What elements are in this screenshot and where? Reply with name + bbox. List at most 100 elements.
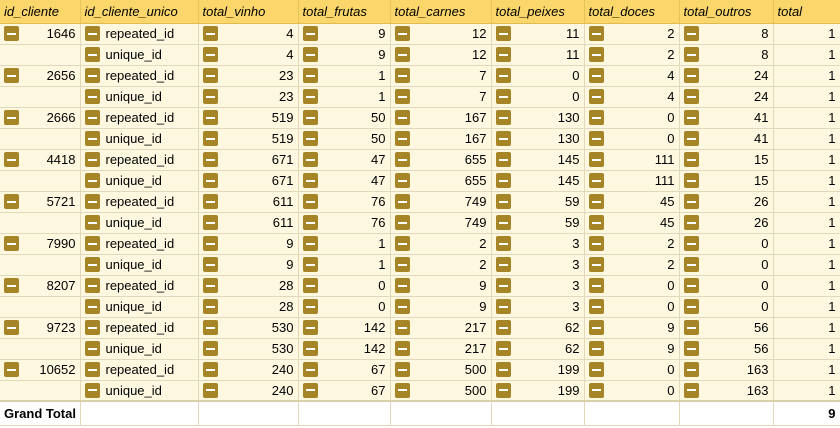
collapse-minus-icon[interactable] bbox=[4, 152, 19, 167]
collapse-minus-icon[interactable] bbox=[588, 173, 604, 188]
collapse-minus-icon[interactable] bbox=[4, 110, 19, 125]
collapse-minus-icon[interactable] bbox=[202, 257, 218, 272]
collapse-minus-icon[interactable] bbox=[394, 257, 410, 272]
collapse-minus-icon[interactable] bbox=[588, 236, 604, 251]
column-header-id-cliente[interactable]: id_cliente bbox=[0, 0, 81, 24]
collapse-minus-icon[interactable] bbox=[394, 215, 410, 230]
collapse-minus-icon[interactable] bbox=[394, 382, 410, 398]
collapse-minus-icon[interactable] bbox=[84, 362, 100, 377]
column-header-total[interactable]: total bbox=[773, 0, 840, 24]
collapse-minus-icon[interactable] bbox=[202, 320, 218, 335]
collapse-minus-icon[interactable] bbox=[202, 362, 218, 377]
collapse-minus-icon[interactable] bbox=[588, 131, 604, 146]
collapse-minus-icon[interactable] bbox=[84, 320, 100, 335]
collapse-minus-icon[interactable] bbox=[4, 194, 19, 209]
collapse-minus-icon[interactable] bbox=[495, 89, 511, 104]
collapse-minus-icon[interactable] bbox=[683, 152, 699, 167]
collapse-minus-icon[interactable] bbox=[202, 299, 218, 314]
collapse-minus-icon[interactable] bbox=[84, 110, 100, 125]
collapse-minus-icon[interactable] bbox=[495, 215, 511, 230]
collapse-minus-icon[interactable] bbox=[202, 131, 218, 146]
collapse-minus-icon[interactable] bbox=[4, 68, 19, 83]
collapse-minus-icon[interactable] bbox=[495, 173, 511, 188]
collapse-minus-icon[interactable] bbox=[588, 152, 604, 167]
column-header-total-frutas[interactable]: total_frutas bbox=[298, 0, 391, 24]
collapse-minus-icon[interactable] bbox=[495, 299, 511, 314]
collapse-minus-icon[interactable] bbox=[202, 47, 218, 62]
collapse-minus-icon[interactable] bbox=[202, 152, 218, 167]
collapse-minus-icon[interactable] bbox=[84, 173, 100, 188]
collapse-minus-icon[interactable] bbox=[302, 236, 318, 251]
collapse-minus-icon[interactable] bbox=[84, 341, 100, 356]
collapse-minus-icon[interactable] bbox=[588, 89, 604, 104]
collapse-minus-icon[interactable] bbox=[302, 299, 318, 314]
collapse-minus-icon[interactable] bbox=[302, 215, 318, 230]
collapse-minus-icon[interactable] bbox=[394, 320, 410, 335]
collapse-minus-icon[interactable] bbox=[683, 278, 699, 293]
collapse-minus-icon[interactable] bbox=[84, 68, 100, 83]
collapse-minus-icon[interactable] bbox=[683, 257, 699, 272]
collapse-minus-icon[interactable] bbox=[394, 299, 410, 314]
collapse-minus-icon[interactable] bbox=[394, 131, 410, 146]
collapse-minus-icon[interactable] bbox=[202, 110, 218, 125]
collapse-minus-icon[interactable] bbox=[302, 26, 318, 41]
collapse-minus-icon[interactable] bbox=[202, 341, 218, 356]
collapse-minus-icon[interactable] bbox=[4, 26, 19, 41]
collapse-minus-icon[interactable] bbox=[495, 236, 511, 251]
collapse-minus-icon[interactable] bbox=[84, 152, 100, 167]
collapse-minus-icon[interactable] bbox=[683, 131, 699, 146]
collapse-minus-icon[interactable] bbox=[683, 26, 699, 41]
collapse-minus-icon[interactable] bbox=[588, 382, 604, 398]
collapse-minus-icon[interactable] bbox=[588, 110, 604, 125]
collapse-minus-icon[interactable] bbox=[84, 194, 100, 209]
collapse-minus-icon[interactable] bbox=[683, 299, 699, 314]
collapse-minus-icon[interactable] bbox=[84, 278, 100, 293]
collapse-minus-icon[interactable] bbox=[495, 47, 511, 62]
collapse-minus-icon[interactable] bbox=[302, 194, 318, 209]
collapse-minus-icon[interactable] bbox=[394, 194, 410, 209]
collapse-minus-icon[interactable] bbox=[683, 236, 699, 251]
collapse-minus-icon[interactable] bbox=[588, 320, 604, 335]
collapse-minus-icon[interactable] bbox=[588, 26, 604, 41]
column-header-total-peixes[interactable]: total_peixes bbox=[491, 0, 585, 24]
collapse-minus-icon[interactable] bbox=[683, 341, 699, 356]
collapse-minus-icon[interactable] bbox=[683, 320, 699, 335]
collapse-minus-icon[interactable] bbox=[495, 320, 511, 335]
collapse-minus-icon[interactable] bbox=[302, 382, 318, 398]
collapse-minus-icon[interactable] bbox=[683, 382, 699, 398]
collapse-minus-icon[interactable] bbox=[683, 362, 699, 377]
collapse-minus-icon[interactable] bbox=[394, 68, 410, 83]
collapse-minus-icon[interactable] bbox=[683, 173, 699, 188]
collapse-minus-icon[interactable] bbox=[394, 236, 410, 251]
collapse-minus-icon[interactable] bbox=[202, 68, 218, 83]
collapse-minus-icon[interactable] bbox=[202, 278, 218, 293]
collapse-minus-icon[interactable] bbox=[394, 47, 410, 62]
collapse-minus-icon[interactable] bbox=[588, 215, 604, 230]
collapse-minus-icon[interactable] bbox=[4, 278, 19, 293]
collapse-minus-icon[interactable] bbox=[302, 362, 318, 377]
collapse-minus-icon[interactable] bbox=[84, 257, 100, 272]
column-header-total-doces[interactable]: total_doces bbox=[584, 0, 680, 24]
collapse-minus-icon[interactable] bbox=[495, 257, 511, 272]
collapse-minus-icon[interactable] bbox=[588, 278, 604, 293]
collapse-minus-icon[interactable] bbox=[302, 110, 318, 125]
collapse-minus-icon[interactable] bbox=[202, 26, 218, 41]
collapse-minus-icon[interactable] bbox=[394, 341, 410, 356]
collapse-minus-icon[interactable] bbox=[302, 89, 318, 104]
collapse-minus-icon[interactable] bbox=[302, 152, 318, 167]
collapse-minus-icon[interactable] bbox=[495, 68, 511, 83]
column-header-total-carnes[interactable]: total_carnes bbox=[390, 0, 492, 24]
collapse-minus-icon[interactable] bbox=[683, 47, 699, 62]
collapse-minus-icon[interactable] bbox=[302, 68, 318, 83]
collapse-minus-icon[interactable] bbox=[588, 362, 604, 377]
collapse-minus-icon[interactable] bbox=[588, 47, 604, 62]
collapse-minus-icon[interactable] bbox=[495, 278, 511, 293]
collapse-minus-icon[interactable] bbox=[302, 47, 318, 62]
collapse-minus-icon[interactable] bbox=[495, 362, 511, 377]
collapse-minus-icon[interactable] bbox=[495, 152, 511, 167]
collapse-minus-icon[interactable] bbox=[394, 173, 410, 188]
collapse-minus-icon[interactable] bbox=[683, 194, 699, 209]
collapse-minus-icon[interactable] bbox=[394, 278, 410, 293]
collapse-minus-icon[interactable] bbox=[4, 320, 19, 335]
collapse-minus-icon[interactable] bbox=[202, 215, 218, 230]
